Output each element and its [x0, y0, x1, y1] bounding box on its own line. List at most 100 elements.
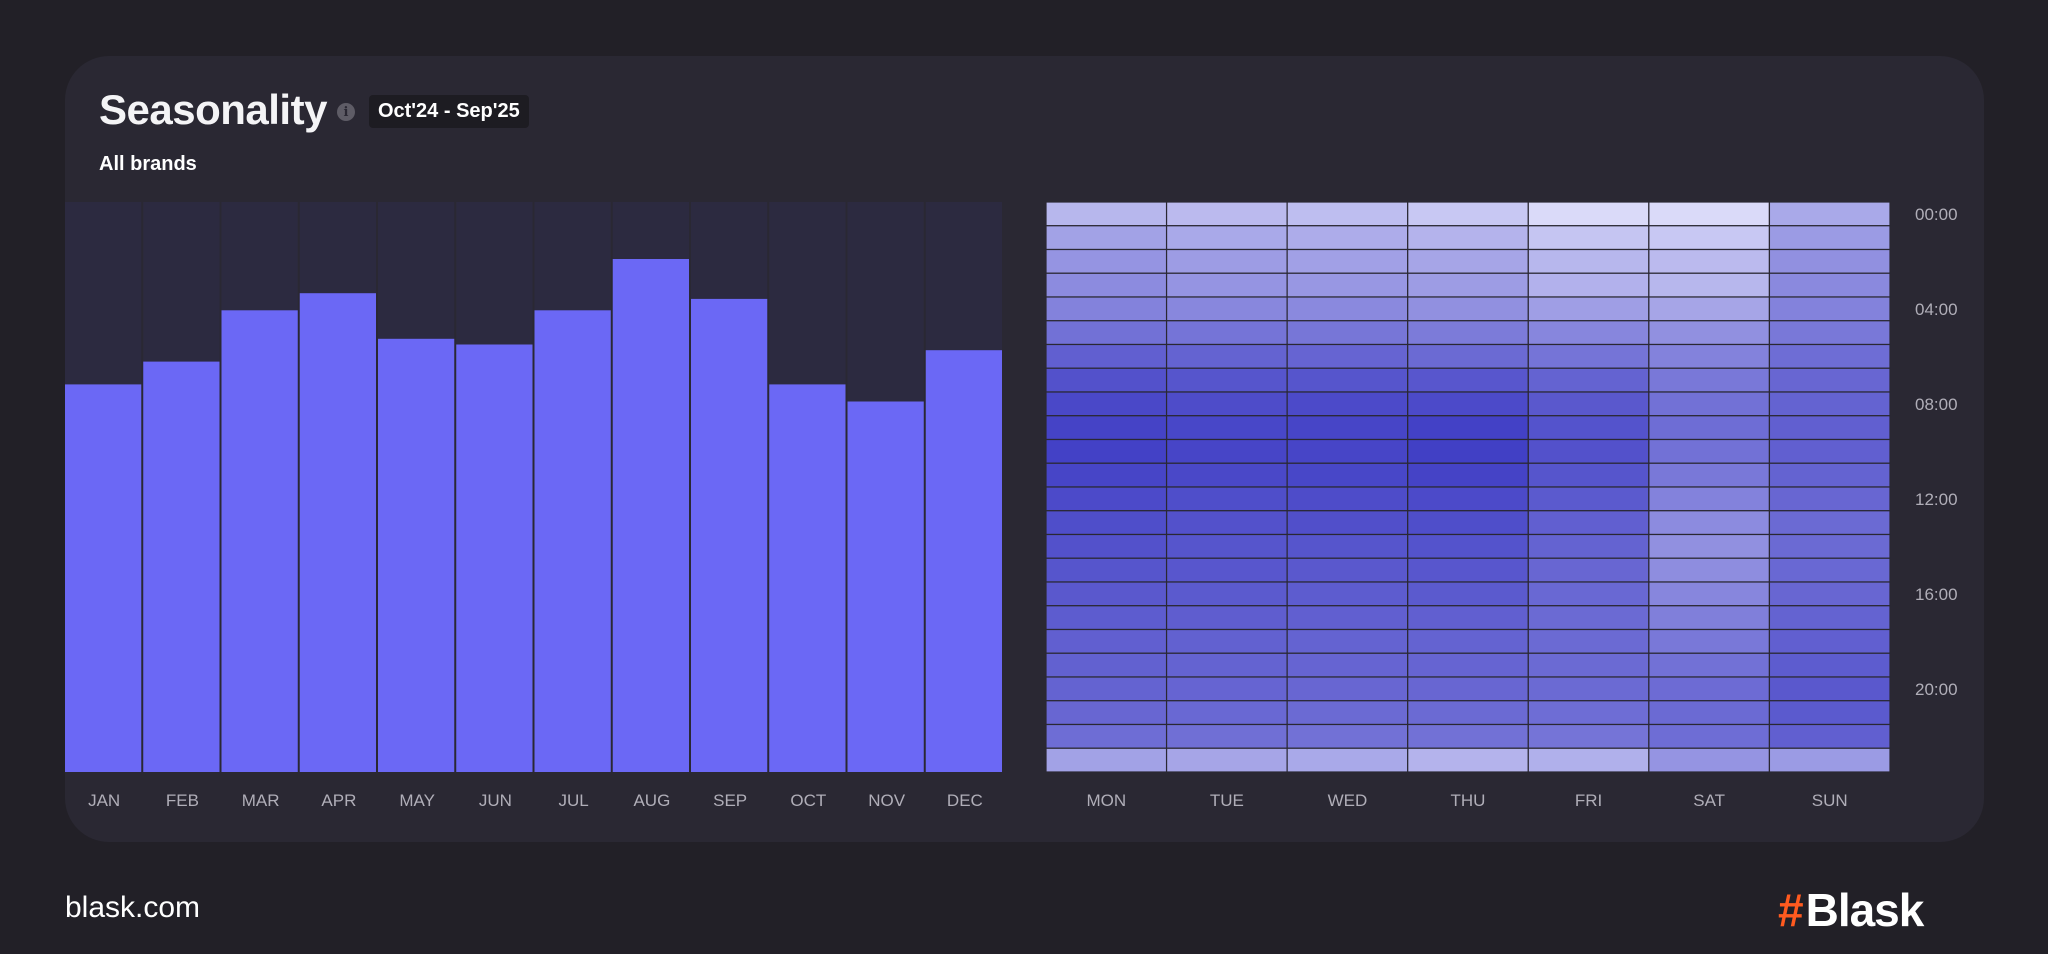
heatmap-cell: [1407, 438, 1529, 464]
heatmap-cell: [1045, 462, 1168, 488]
heatmap-cell: [1648, 367, 1771, 393]
heatmap-cell: [1407, 462, 1529, 488]
page-title: Seasonality: [99, 86, 327, 133]
heatmap-cell: [1165, 343, 1288, 369]
bar: [221, 310, 298, 772]
heatmap-cell: [1286, 320, 1409, 346]
heatmap-cell: [1165, 652, 1288, 678]
heatmap-cell: [1768, 343, 1891, 369]
heatmap-cell: [1165, 557, 1288, 583]
heatmap-cell: [1768, 272, 1891, 298]
heatmap-cell: [1045, 652, 1168, 678]
heatmap-cell: [1286, 510, 1409, 536]
heatmap-cell: [1165, 676, 1288, 702]
heatmap-cell: [1286, 628, 1409, 654]
heatmap-cell: [1648, 320, 1771, 346]
heatmap-cell: [1768, 296, 1891, 322]
heatmap-cell: [1165, 747, 1288, 773]
heatmap-cell: [1527, 438, 1650, 464]
heatmap-cell: [1407, 723, 1529, 749]
heatmap-cell: [1045, 605, 1168, 631]
heatmap-cell: [1768, 438, 1891, 464]
heatmap-cell: [1768, 391, 1891, 417]
x-tick-label: SAT: [1693, 791, 1725, 810]
heatmap-cell: [1768, 486, 1891, 512]
heatmap-cell: [1768, 201, 1891, 227]
heatmap-cell: [1648, 462, 1771, 488]
heatmap-cell: [1286, 747, 1409, 773]
heatmap-cell: [1286, 557, 1409, 583]
heatmap-cell: [1648, 415, 1771, 441]
heatmap-cell: [1407, 581, 1529, 607]
heatmap-cell: [1165, 415, 1288, 441]
heatmap-cell: [1648, 510, 1771, 536]
blask-logo: # Blask: [1778, 883, 1924, 937]
heatmap-cell: [1527, 628, 1650, 654]
heatmap-cell: [1527, 272, 1650, 298]
heatmap-cell: [1165, 723, 1288, 749]
heatmap-cell: [1407, 201, 1529, 227]
heatmap-cell: [1045, 533, 1168, 559]
heatmap-cell: [1165, 533, 1288, 559]
heatmap-cell: [1045, 391, 1168, 417]
bar: [691, 298, 768, 772]
heatmap-cell: [1768, 367, 1891, 393]
heatmap-cell: [1165, 628, 1288, 654]
heatmap-cell: [1768, 510, 1891, 536]
heatmap-cell: [1286, 225, 1409, 251]
heatmap-cell: [1527, 201, 1650, 227]
bar: [769, 384, 846, 772]
heatmap-cell: [1045, 415, 1168, 441]
bar: [143, 361, 220, 772]
heatmap-cell: [1768, 676, 1891, 702]
heatmap-cell: [1407, 676, 1529, 702]
footer-site-link[interactable]: blask.com: [65, 891, 201, 924]
x-tick-label: MON: [1086, 791, 1126, 810]
heatmap-cell: [1527, 296, 1650, 322]
heatmap-cell: [1286, 343, 1409, 369]
heatmap-cell: [1768, 320, 1891, 346]
heatmap-cell: [1286, 652, 1409, 678]
heatmap-cell: [1286, 723, 1409, 749]
heatmap-cell: [1527, 391, 1650, 417]
y-tick-label: 00:00: [1915, 205, 1958, 224]
heatmap-cell: [1286, 581, 1409, 607]
heatmap-cell: [1045, 367, 1168, 393]
y-tick-label: 16:00: [1915, 585, 1958, 604]
info-icon[interactable]: i: [336, 103, 355, 121]
heatmap-cell: [1045, 320, 1168, 346]
bar: [65, 384, 142, 772]
heatmap-cell: [1407, 557, 1529, 583]
heatmap-cell: [1286, 605, 1409, 631]
heatmap-cell: [1648, 628, 1771, 654]
heatmap-cell: [1286, 201, 1409, 227]
heatmap-cell: [1648, 557, 1771, 583]
heatmap-cell: [1648, 391, 1771, 417]
x-tick-label: DEC: [947, 791, 983, 810]
heatmap-cell: [1407, 343, 1529, 369]
heatmap-cell: [1648, 248, 1771, 274]
x-tick-label: APR: [321, 791, 356, 810]
x-tick-label: NOV: [868, 791, 906, 810]
heatmap-cell: [1648, 605, 1771, 631]
heatmap-cell: [1045, 510, 1168, 536]
heatmap-cell: [1648, 723, 1771, 749]
heatmap-cell: [1648, 533, 1771, 559]
x-tick-label: JUN: [479, 791, 512, 810]
x-tick-label: WED: [1328, 791, 1368, 810]
heatmap-cell: [1286, 700, 1409, 726]
x-tick-label: JUL: [559, 791, 589, 810]
heatmap-cell: [1045, 628, 1168, 654]
x-tick-label: MAY: [399, 791, 435, 810]
heatmap-cell: [1527, 225, 1650, 251]
y-tick-label: 08:00: [1915, 395, 1958, 414]
date-range-badge[interactable]: Oct'24 - Sep'25: [368, 94, 529, 128]
heatmap-cell: [1045, 486, 1168, 512]
heatmap-cell: [1527, 248, 1650, 274]
heatmap-cell: [1527, 581, 1650, 607]
heatmap-cell: [1407, 652, 1529, 678]
x-tick-label: JAN: [88, 791, 120, 810]
heatmap-cell: [1045, 272, 1168, 298]
heatmap-cell: [1165, 248, 1288, 274]
